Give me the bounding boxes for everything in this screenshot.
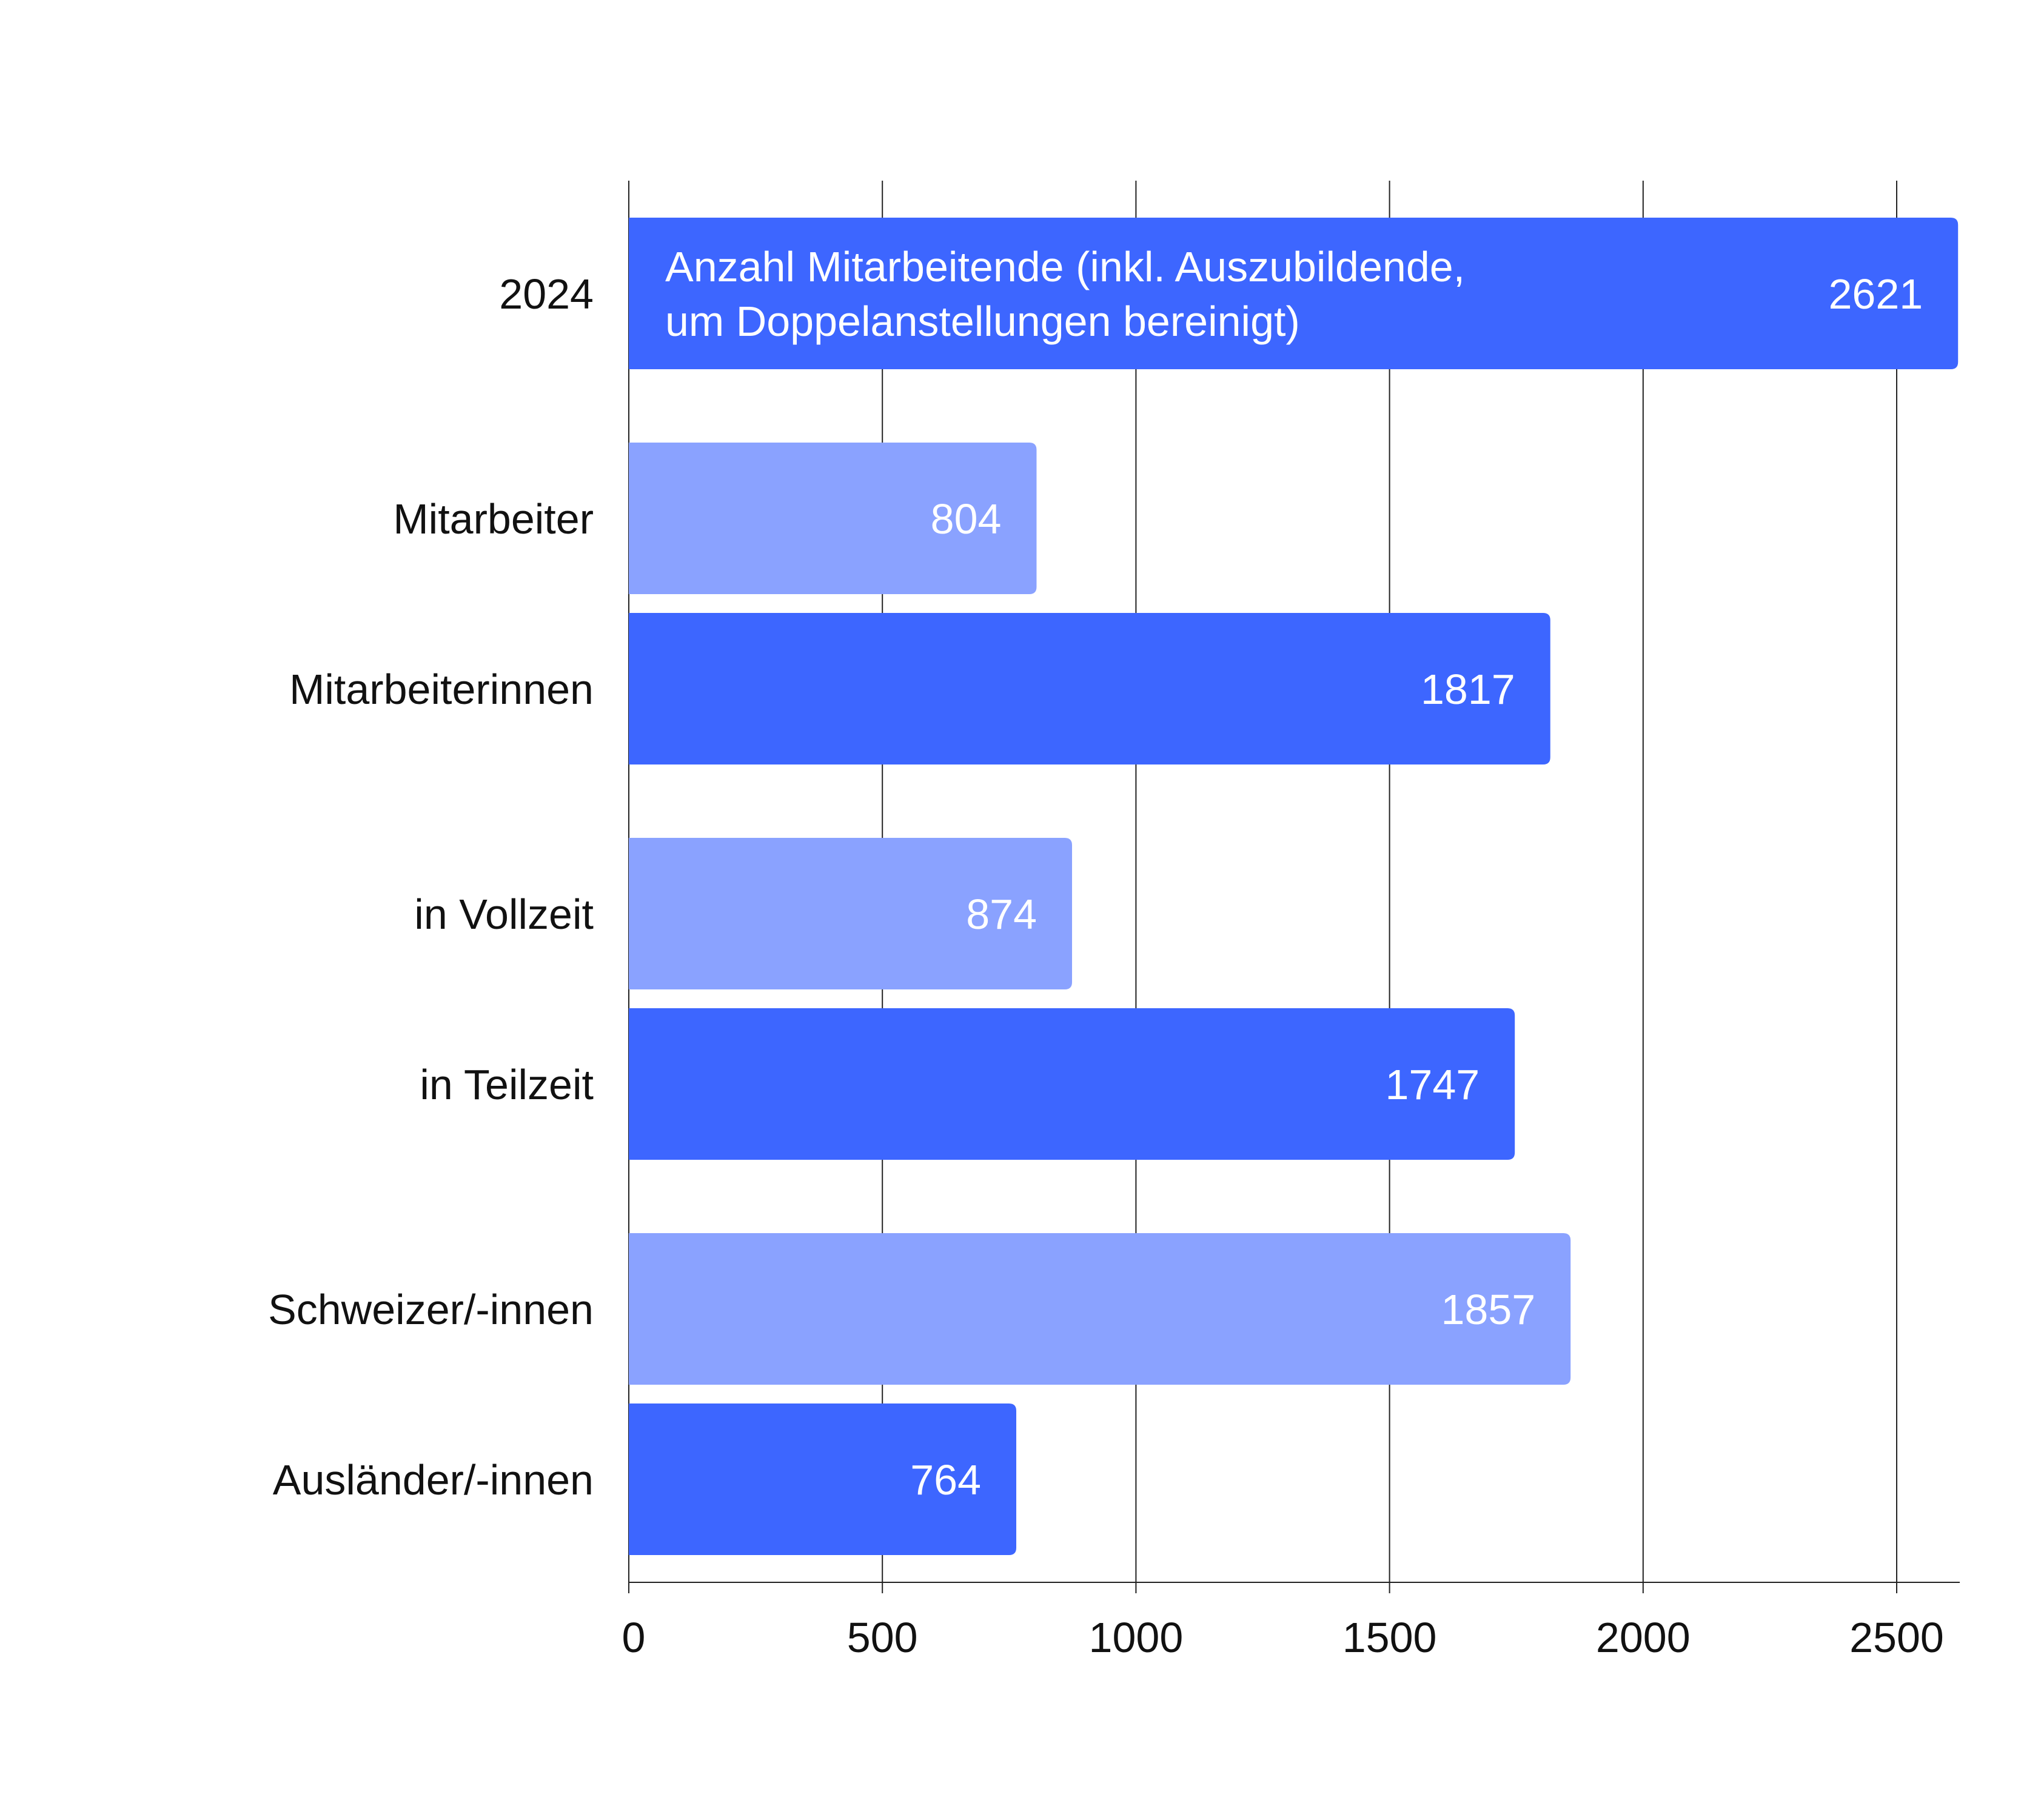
value-label: 1817 bbox=[1421, 666, 1515, 713]
value-label: 2621 bbox=[1828, 270, 1923, 318]
label-layer: 2024 2621 Mitarbeiter 804 Mitarbeiterinnen 18… bbox=[268, 243, 1944, 1661]
category-label: Mitarbeiterinnen bbox=[289, 666, 594, 713]
x-tick-label: 1000 bbox=[1089, 1614, 1184, 1661]
x-tick-label: 2000 bbox=[1596, 1614, 1691, 1661]
category-label: Mitarbeiter bbox=[393, 495, 594, 543]
x-tick-label: 500 bbox=[847, 1614, 918, 1661]
bar bbox=[629, 1233, 1571, 1385]
bar bbox=[629, 1008, 1515, 1160]
x-tick-label: 0 bbox=[622, 1614, 646, 1661]
category-label: Schweizer/-innen bbox=[268, 1286, 594, 1333]
value-label: 1857 bbox=[1441, 1286, 1535, 1333]
value-label: 804 bbox=[931, 495, 1002, 543]
x-tick-label: 1500 bbox=[1342, 1614, 1437, 1661]
category-label: 2024 bbox=[499, 270, 594, 318]
value-label: 874 bbox=[966, 891, 1037, 938]
bar bbox=[629, 443, 1037, 594]
value-label: 764 bbox=[910, 1456, 981, 1504]
bar bbox=[629, 1403, 1017, 1555]
category-label: in Vollzeit bbox=[414, 891, 594, 938]
bar bbox=[629, 218, 1959, 369]
category-label: Ausländer/-innen bbox=[273, 1456, 594, 1504]
axis-layer bbox=[628, 1582, 1960, 1593]
bar-annotation-line: um Doppelanstellungen bereinigt) bbox=[665, 298, 1300, 345]
value-label: 1747 bbox=[1385, 1061, 1480, 1108]
category-label: in Teilzeit bbox=[420, 1061, 594, 1108]
bar bbox=[629, 838, 1073, 989]
bar-layer bbox=[629, 218, 1959, 1555]
bar-annotation-line: Anzahl Mitarbeitende (inkl. Auszubildend… bbox=[665, 243, 1465, 290]
x-tick-label: 2500 bbox=[1849, 1614, 1944, 1661]
bar bbox=[629, 613, 1550, 764]
